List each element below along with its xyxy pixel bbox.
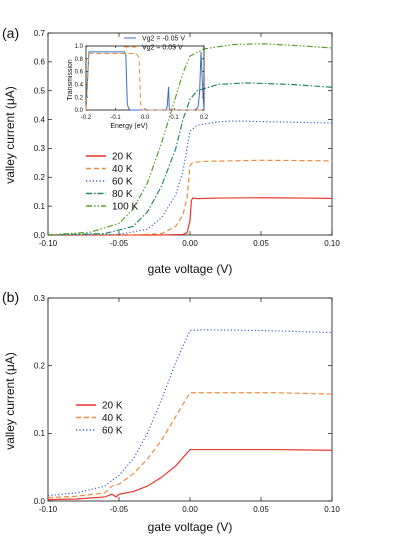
panel-b-series-line-1 — [47, 392, 333, 499]
panel-b-y-tick-label: 0.0 — [34, 497, 46, 506]
panel-a-y-tick-label: 0.5 — [34, 87, 46, 96]
panel-b-label: (b) — [2, 289, 19, 305]
panel-a-series-line-0 — [48, 197, 333, 236]
inset-series-line-1 — [85, 53, 204, 111]
panel-b-x-tick-label: -0.05 — [110, 505, 129, 514]
inset-x-tick-label: 0.2 — [200, 115, 209, 121]
panel-b-y-tick-label: 0.2 — [34, 361, 46, 370]
panel-a-x-tick-label: 0.00 — [182, 239, 198, 248]
panel-b-series-line-2 — [47, 329, 333, 497]
panel-a-label: (a) — [2, 25, 19, 41]
panel-b-x-tick-label: -0.10 — [39, 505, 58, 514]
panel-a-legend-label-0: 20 K — [112, 152, 133, 163]
panel-b-legend-label-0: 20 K — [102, 401, 123, 412]
panel-a-legend-label-3: 80 K — [112, 189, 133, 200]
panel-a-y-tick-label: 0.7 — [34, 29, 46, 38]
panel-b-y-axis-label: valley current (μA) — [3, 352, 17, 450]
panel-b-x-axis-label: gate voltage (V) — [148, 520, 233, 534]
panel-b: (b) gate voltage (V) valley current (μA) — [2, 289, 232, 534]
inset-y-tick-label: 0.2 — [75, 95, 84, 101]
panel-a-y-tick-label: 0.6 — [34, 58, 46, 67]
panel-a-y-tick-label: 0.3 — [34, 144, 46, 153]
panel-a-series-line-3 — [47, 82, 333, 236]
panel-a-legend-label-4: 100 K — [112, 202, 138, 213]
panel-a-y-tick-label: 0.0 — [34, 231, 46, 240]
panel-a-series-line-2 — [47, 120, 333, 236]
inset-y-tick-label: 0.6 — [75, 70, 84, 76]
panel-a-legend-label-1: 40 K — [112, 164, 133, 175]
inset-legend-label-1: Vg2 = 0.05 V — [142, 44, 183, 51]
inset-y-tick-label: 1.0 — [75, 44, 84, 50]
inset-frame — [85, 45, 205, 111]
panel-b-series-line-0 — [47, 448, 333, 501]
inset-x-tick-label: 0.1 — [170, 115, 179, 121]
panel-a-y-tick-label: 0.4 — [34, 115, 46, 124]
panel-a-x-axis-label: gate voltage (V) — [148, 262, 233, 276]
inset-x-tick-label: -0.2 — [81, 115, 92, 121]
inset-legend-label-0: Vg2 = -0.05 V — [142, 35, 185, 42]
panel-b-x-tick-label: 0.00 — [182, 505, 198, 514]
panel-b-legend-label-1: 40 K — [102, 413, 123, 424]
panel-a-y-axis-label: valley current (μA) — [3, 86, 17, 184]
inset-x-axis-label: Energy (eV) — [110, 123, 147, 130]
inset-y-tick-label: 0.8 — [75, 57, 84, 63]
inset-y-tick-label: 0.0 — [75, 108, 84, 114]
panel-a-series-line-1 — [48, 159, 333, 236]
panel-b-frame — [47, 297, 333, 502]
panel-a-x-tick-label: 0.10 — [324, 239, 340, 248]
panel-a-x-tick-label: -0.05 — [110, 239, 129, 248]
panel-a-y-tick-label: 0.1 — [34, 202, 46, 211]
inset-x-tick-label: -0.1 — [110, 115, 121, 121]
panel-b-y-tick-label: 0.1 — [34, 429, 46, 438]
panel-b-y-tick-label: 0.3 — [34, 294, 46, 303]
inset-y-tick-label: 0.4 — [75, 83, 84, 89]
panel-a-y-tick-label: 0.2 — [34, 173, 46, 182]
panel-b-legend-label-2: 60 K — [102, 426, 123, 437]
panel-a-inset: Energy (eV) Transmission -0.2 -0.1 0.0 0.1 0… — [67, 35, 209, 130]
panel-a: (a) gate voltage (V) valley current (μA) — [2, 25, 232, 276]
panel-a-legend-label-2: 60 K — [112, 177, 133, 188]
panel-a-plot-area: -0.10 -0.05 0.00 0.05 0.10 0.0 0.1 0.2 0.3 0.4 0.5… — [34, 29, 340, 248]
inset-y-axis-label: Transmission — [67, 59, 74, 100]
inset-series-line-0 — [85, 51, 205, 111]
panel-a-x-tick-label: 0.05 — [253, 239, 269, 248]
panel-b-plot-area: -0.10 -0.05 0.00 0.05 0.10 0.0 0.1 0.2 0.3 20 K40… — [34, 294, 340, 514]
inset-x-tick-label: 0.0 — [141, 115, 150, 121]
panel-a-series-line-4 — [47, 43, 333, 236]
panel-b-x-tick-label: 0.10 — [324, 505, 340, 514]
panel-a-x-tick-label: -0.10 — [39, 239, 58, 248]
panel-b-x-tick-label: 0.05 — [253, 505, 269, 514]
